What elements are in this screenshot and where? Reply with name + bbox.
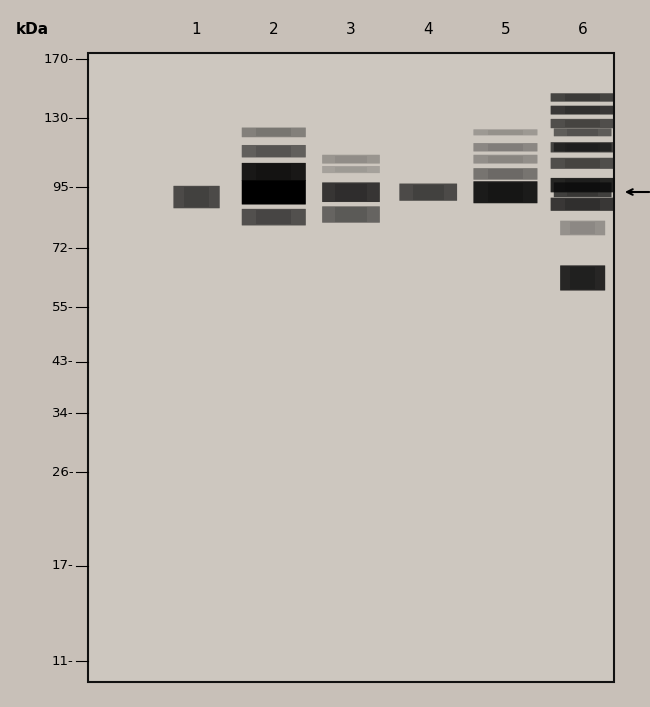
FancyBboxPatch shape <box>322 155 380 163</box>
FancyBboxPatch shape <box>554 182 612 197</box>
Bar <box>571 222 595 234</box>
Bar <box>567 144 599 151</box>
Text: 4: 4 <box>423 23 433 37</box>
Bar <box>488 182 523 201</box>
Text: 55-: 55- <box>52 301 73 314</box>
Bar <box>256 210 291 224</box>
Bar <box>566 107 600 114</box>
Bar <box>566 199 600 210</box>
Text: 95-: 95- <box>52 181 73 194</box>
Text: 17-: 17- <box>52 559 73 572</box>
FancyBboxPatch shape <box>560 265 605 291</box>
Text: 11-: 11- <box>52 655 73 668</box>
FancyBboxPatch shape <box>551 142 615 153</box>
FancyBboxPatch shape <box>551 105 615 115</box>
Text: 6: 6 <box>578 23 588 37</box>
Bar <box>571 267 595 289</box>
Text: 5: 5 <box>500 23 510 37</box>
Bar <box>566 94 600 101</box>
Text: 26-: 26- <box>52 466 73 479</box>
FancyBboxPatch shape <box>554 129 612 136</box>
Text: 34-: 34- <box>52 407 73 420</box>
FancyBboxPatch shape <box>551 198 615 211</box>
Bar <box>488 169 523 179</box>
Text: 72-: 72- <box>52 242 73 255</box>
Bar <box>566 119 600 127</box>
Bar <box>256 182 291 203</box>
Bar <box>335 167 367 173</box>
FancyBboxPatch shape <box>554 143 612 151</box>
Bar <box>566 158 600 168</box>
Bar <box>566 179 600 192</box>
FancyBboxPatch shape <box>473 155 538 163</box>
Bar <box>256 164 291 180</box>
Bar <box>256 146 291 156</box>
FancyBboxPatch shape <box>551 119 615 128</box>
FancyBboxPatch shape <box>473 143 538 151</box>
Text: 170-: 170- <box>44 53 73 66</box>
Text: 130-: 130- <box>44 112 73 125</box>
Bar <box>88 53 614 682</box>
FancyBboxPatch shape <box>551 158 615 169</box>
FancyBboxPatch shape <box>322 182 380 202</box>
Bar <box>488 156 523 163</box>
FancyBboxPatch shape <box>242 209 306 226</box>
FancyBboxPatch shape <box>399 184 457 201</box>
FancyBboxPatch shape <box>174 186 220 209</box>
FancyBboxPatch shape <box>322 206 380 223</box>
Text: 1: 1 <box>192 23 202 37</box>
Bar <box>335 156 367 163</box>
FancyBboxPatch shape <box>242 127 306 137</box>
Bar <box>184 187 209 207</box>
FancyBboxPatch shape <box>560 221 605 235</box>
FancyBboxPatch shape <box>242 145 306 158</box>
Text: kDa: kDa <box>16 23 49 37</box>
Bar <box>488 130 523 135</box>
Bar <box>256 129 291 136</box>
FancyBboxPatch shape <box>551 178 615 192</box>
Bar <box>567 183 599 196</box>
Text: 3: 3 <box>346 23 356 37</box>
FancyBboxPatch shape <box>473 168 538 180</box>
Bar <box>566 143 600 151</box>
Bar <box>335 184 367 201</box>
Text: 2: 2 <box>269 23 279 37</box>
Text: 43-: 43- <box>52 355 73 368</box>
FancyBboxPatch shape <box>242 163 306 181</box>
FancyBboxPatch shape <box>473 129 538 136</box>
Bar <box>335 207 367 221</box>
FancyBboxPatch shape <box>322 166 380 173</box>
Bar <box>567 129 599 136</box>
FancyBboxPatch shape <box>551 93 615 102</box>
FancyBboxPatch shape <box>473 181 538 204</box>
Bar <box>413 185 444 199</box>
FancyBboxPatch shape <box>242 180 306 204</box>
Bar <box>488 144 523 151</box>
